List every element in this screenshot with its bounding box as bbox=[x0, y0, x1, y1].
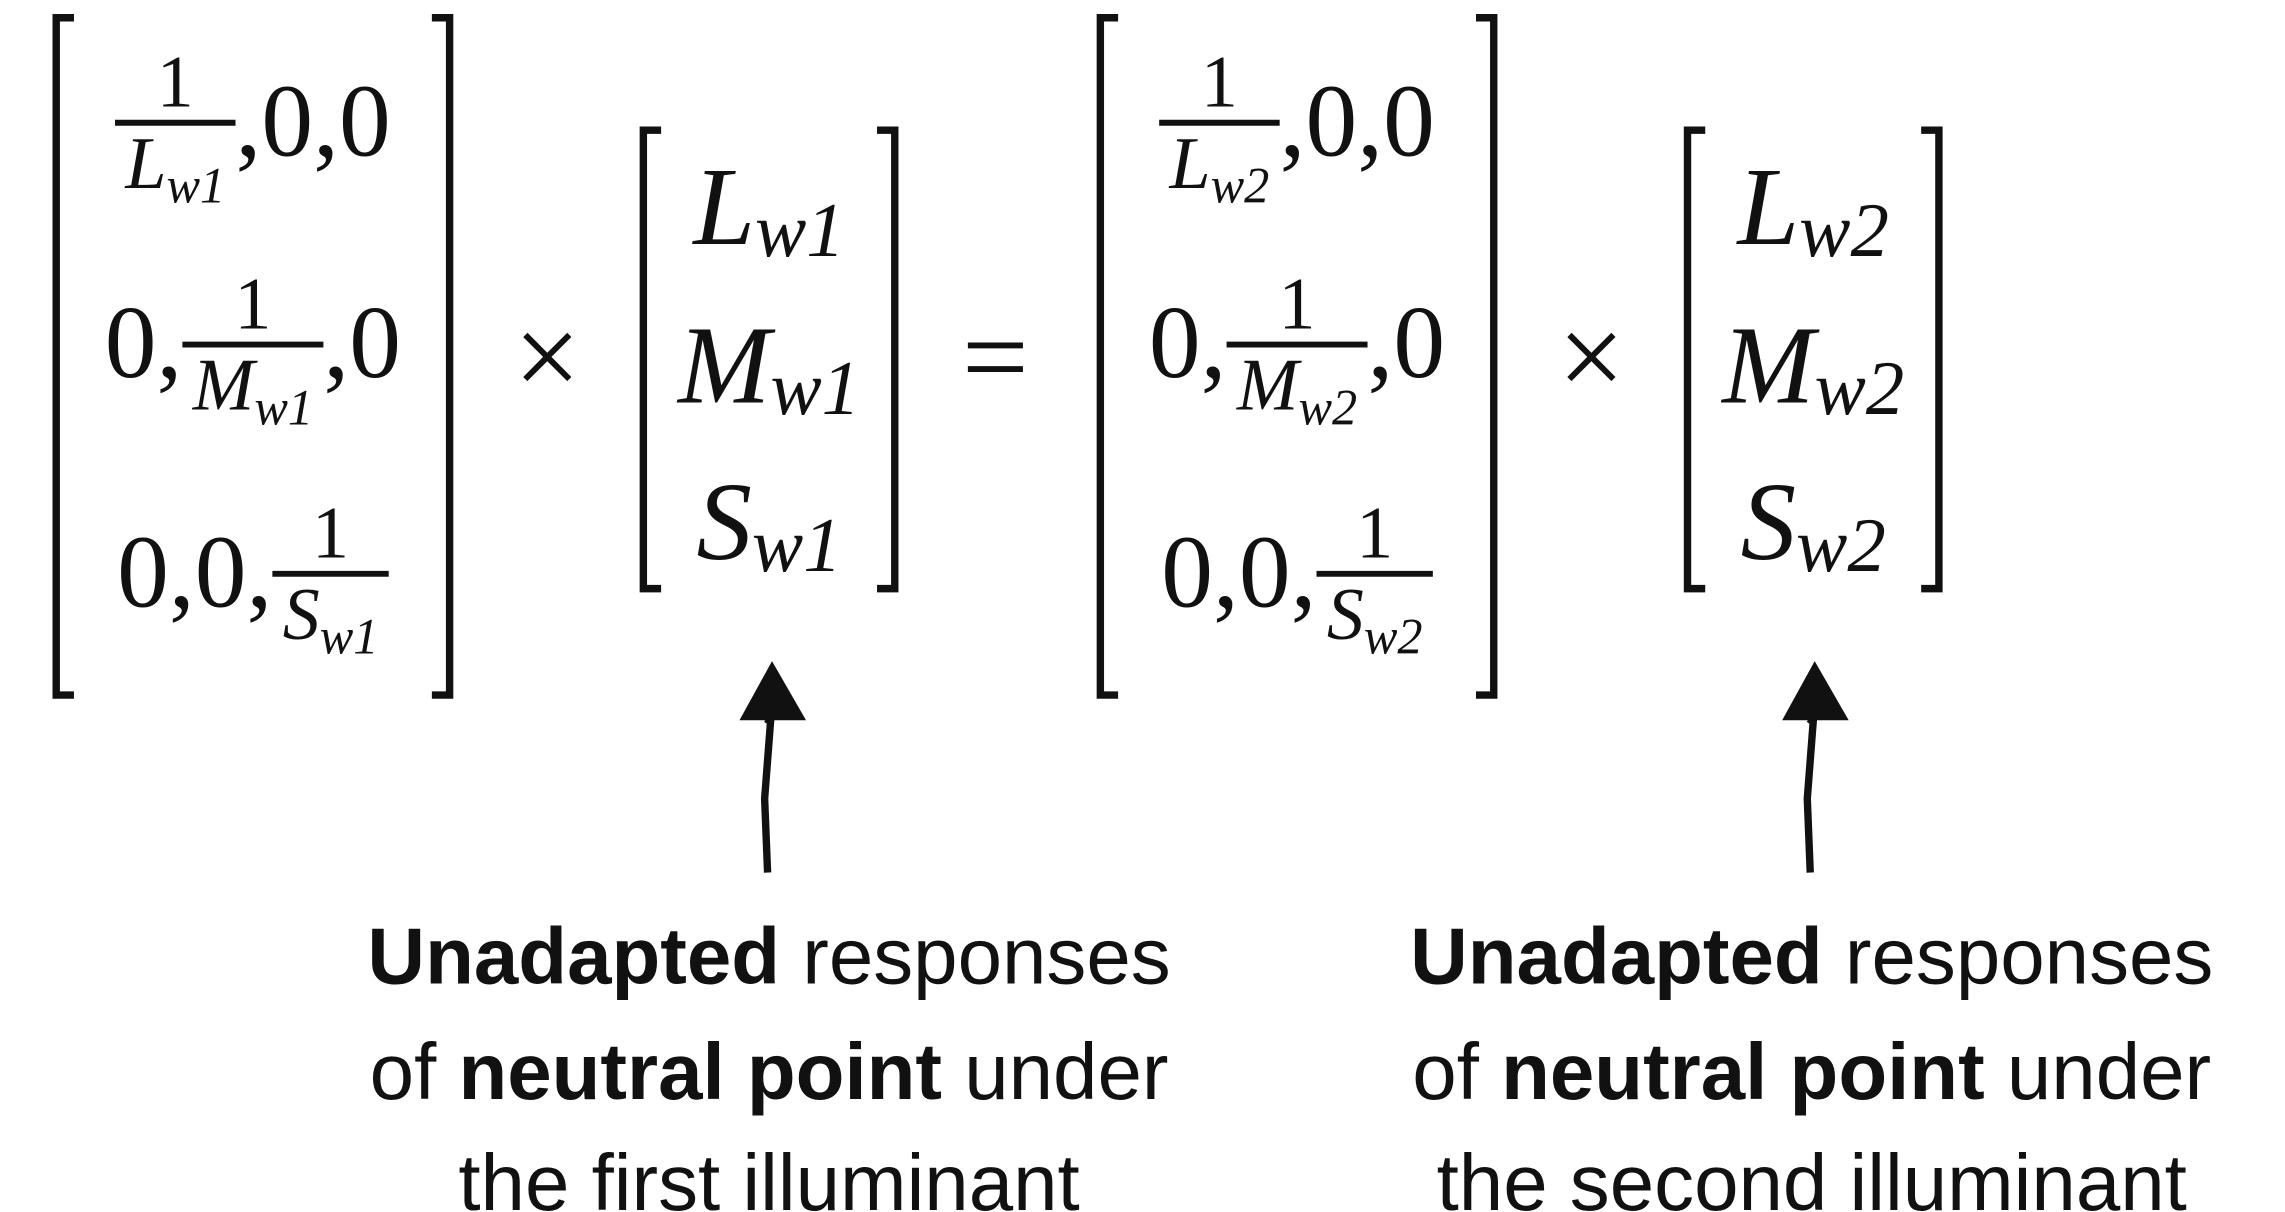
caption-bold: Unadapted bbox=[367, 912, 780, 1001]
row-text: 0,0, bbox=[117, 515, 272, 629]
row-text: ,0,0 bbox=[1280, 64, 1435, 178]
numerator: 1 bbox=[1356, 492, 1393, 574]
den-sub: w1 bbox=[254, 379, 313, 435]
numerator: 1 bbox=[1279, 262, 1316, 344]
operator: × bbox=[1558, 291, 1625, 422]
entry-base: S bbox=[696, 460, 751, 583]
den-sub: w2 bbox=[1299, 379, 1358, 435]
denominator: Mw2 bbox=[1236, 344, 1357, 436]
vector-entry: Sw1 bbox=[696, 460, 841, 588]
caption-run: under bbox=[1985, 1027, 2211, 1116]
entry-sub: w2 bbox=[1799, 187, 1889, 273]
entry-base: M bbox=[676, 303, 776, 426]
operator: = bbox=[962, 291, 1029, 422]
entry-sub: w1 bbox=[755, 187, 845, 273]
den-base: S bbox=[1327, 573, 1364, 655]
caption-bold: neutral point bbox=[458, 1027, 942, 1116]
den-base: M bbox=[1236, 344, 1302, 426]
bracket bbox=[431, 14, 454, 699]
bracket bbox=[877, 126, 899, 593]
caption-run: the first illuminant bbox=[458, 1138, 1079, 1212]
caption-bold: neutral point bbox=[1501, 1027, 1985, 1116]
den-sub: w1 bbox=[166, 158, 225, 214]
den-base: L bbox=[124, 122, 166, 204]
entry-sub: w2 bbox=[1815, 345, 1905, 431]
bracket bbox=[1683, 126, 1706, 593]
row-text: 0, bbox=[105, 286, 183, 400]
caption-bold: Unadapted bbox=[1410, 912, 1823, 1001]
row-text: 0,0, bbox=[1161, 515, 1316, 629]
entry-sub: w1 bbox=[752, 502, 842, 588]
row-text: ,0,0 bbox=[236, 64, 391, 178]
denominator: Lw1 bbox=[124, 122, 225, 214]
den-base: L bbox=[1169, 122, 1211, 204]
numerator: 1 bbox=[312, 492, 349, 574]
denominator: Sw1 bbox=[283, 573, 379, 665]
vector-entry: Mw1 bbox=[676, 303, 860, 431]
vector-entry: Lw1 bbox=[691, 145, 844, 273]
entry-base: M bbox=[1720, 303, 1820, 426]
denominator: Mw1 bbox=[192, 344, 313, 436]
numerator: 1 bbox=[157, 40, 194, 122]
arrow bbox=[1782, 661, 1849, 873]
vector-entry: Sw2 bbox=[1741, 460, 1886, 588]
caption-line: of neutral point under bbox=[1412, 1027, 2211, 1116]
caption-line: Unadapted responses bbox=[367, 912, 1170, 1001]
caption-run: responses bbox=[780, 912, 1171, 1001]
bracket bbox=[639, 126, 662, 593]
operator: × bbox=[514, 291, 581, 422]
caption-run: under bbox=[942, 1027, 1168, 1116]
bracket bbox=[1476, 14, 1498, 699]
den-base: S bbox=[283, 573, 320, 655]
caption-run: of bbox=[1412, 1027, 1501, 1116]
caption-line: Unadapted responses bbox=[1410, 912, 2213, 1001]
caption-line: the first illuminant bbox=[458, 1138, 1079, 1212]
bracket bbox=[1096, 14, 1119, 699]
den-sub: w2 bbox=[1364, 609, 1423, 665]
entry-sub: w2 bbox=[1796, 502, 1886, 588]
vector-entry: Mw2 bbox=[1720, 303, 1904, 431]
bracket bbox=[52, 14, 74, 699]
vector-entry: Lw2 bbox=[1735, 145, 1888, 273]
den-sub: w1 bbox=[320, 609, 379, 665]
caption-run: of bbox=[370, 1027, 459, 1116]
arrow bbox=[739, 661, 807, 873]
caption-run: the second illuminant bbox=[1437, 1138, 2187, 1212]
numerator: 1 bbox=[1201, 40, 1238, 122]
entry-base: L bbox=[691, 145, 755, 268]
caption-line: the second illuminant bbox=[1437, 1138, 2187, 1212]
caption-run: responses bbox=[1823, 912, 2214, 1001]
bracket bbox=[1921, 126, 1943, 593]
entry-base: S bbox=[1741, 460, 1796, 583]
den-sub: w2 bbox=[1211, 158, 1270, 214]
row-text: ,0 bbox=[323, 286, 401, 400]
den-base: M bbox=[192, 344, 258, 426]
denominator: Sw2 bbox=[1327, 573, 1423, 665]
entry-sub: w1 bbox=[770, 345, 860, 431]
caption-line: of neutral point under bbox=[370, 1027, 1169, 1116]
row-text: 0, bbox=[1149, 286, 1227, 400]
numerator: 1 bbox=[234, 262, 271, 344]
row-text: ,0 bbox=[1368, 286, 1446, 400]
entry-base: L bbox=[1735, 145, 1799, 268]
denominator: Lw2 bbox=[1169, 122, 1270, 214]
